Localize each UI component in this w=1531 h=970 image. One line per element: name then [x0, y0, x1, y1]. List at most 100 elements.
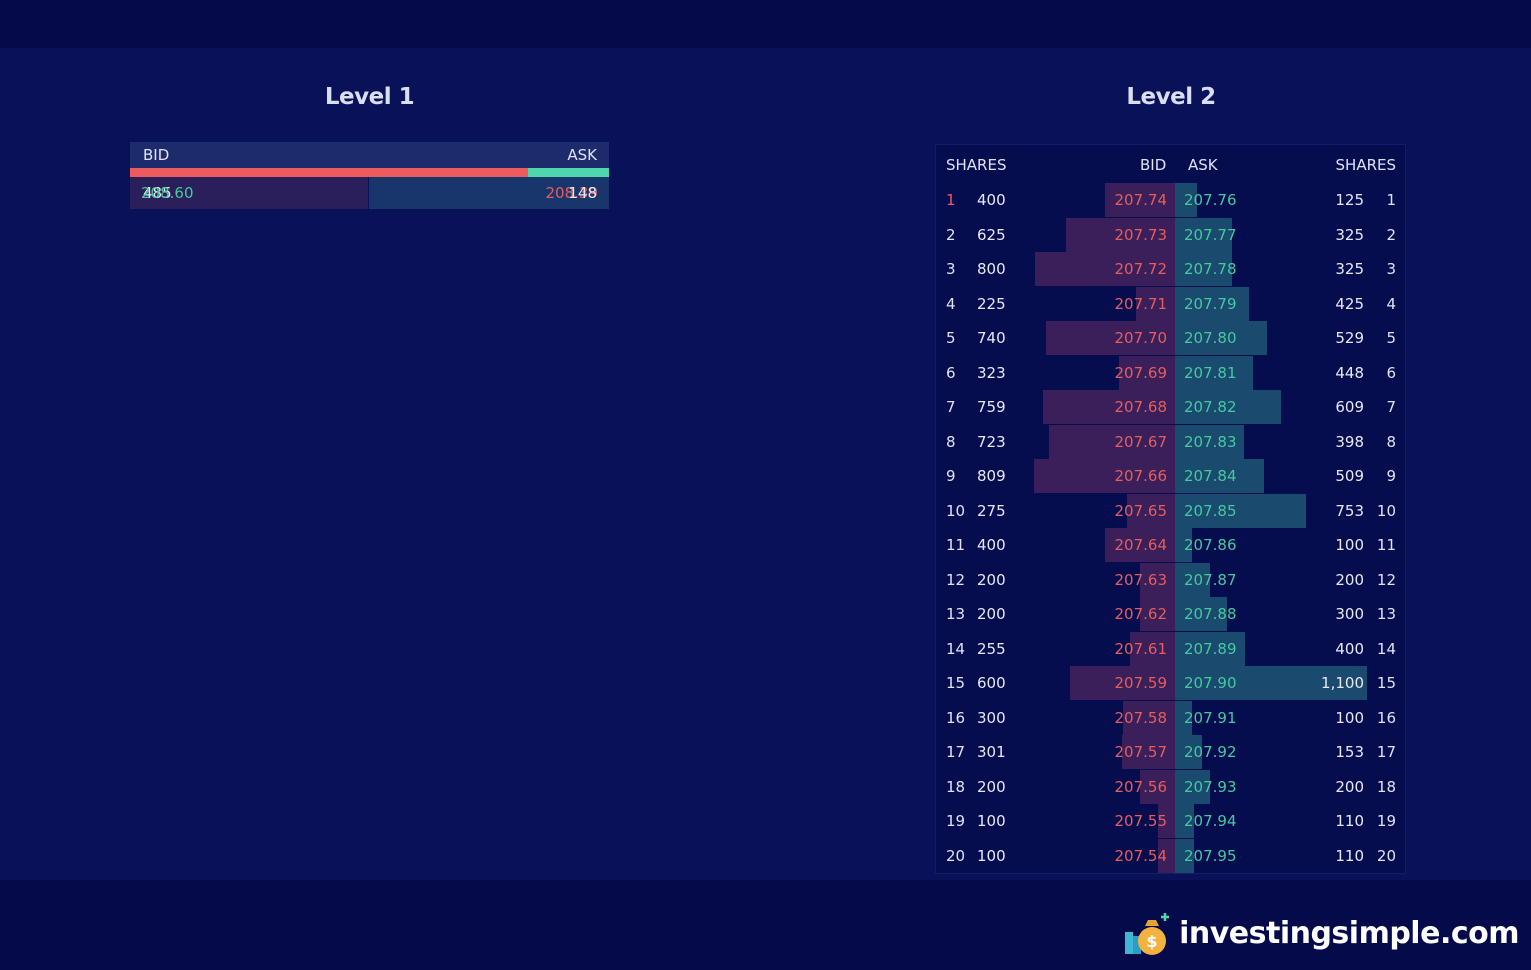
ask-price: 207.91: [1184, 708, 1237, 727]
bid-price: 207.55: [1114, 812, 1168, 830]
ask-depth-bar: [1175, 666, 1367, 700]
bid-size: 301: [977, 743, 1006, 761]
bid-depth-bar: [1105, 183, 1175, 217]
level1-ask-label: ASK: [567, 146, 597, 164]
ask-depth-bar: [1175, 390, 1281, 424]
ask-depth-bar: [1175, 424, 1244, 459]
ask-size: 398: [1335, 432, 1364, 451]
bid-depth-bar: [1158, 804, 1175, 838]
order-book-row: 16 300 207.58 207.91 100 16: [936, 700, 1405, 735]
bid-price: 207.58: [1114, 708, 1168, 727]
bid-size: 600: [977, 674, 1006, 692]
bid-depth-bar: [1127, 493, 1175, 528]
ask-level: 15: [1376, 674, 1396, 692]
level2-ask-shares-header: SHARES: [1335, 156, 1396, 174]
order-book-row: 3 800 207.72 207.78 325 3: [936, 252, 1405, 286]
ask-size: 153: [1335, 743, 1364, 761]
level1-ask-cell: [369, 177, 609, 209]
ask-price: 207.82: [1184, 398, 1237, 416]
bid-price: 207.67: [1114, 432, 1168, 451]
ask-depth-bar: [1175, 355, 1253, 390]
ask-level: 11: [1376, 536, 1396, 554]
bid-level: 11: [946, 536, 966, 554]
ask-level: 1: [1386, 191, 1396, 209]
bid-level: 13: [946, 605, 966, 623]
bid-size: 275: [977, 501, 1006, 520]
level1-bid-cell: [130, 177, 368, 209]
bid-price: 207.71: [1114, 294, 1168, 313]
ask-depth-bar: [1175, 735, 1202, 769]
ask-size: 200: [1335, 570, 1364, 589]
bid-depth-bar: [1049, 424, 1175, 459]
order-book-row: 20 100 207.54 207.95 110 20: [936, 838, 1405, 873]
order-book-row: 14 255 207.61 207.89 400 14: [936, 631, 1405, 666]
bid-size: 809: [977, 467, 1006, 485]
ask-size: 200: [1335, 777, 1364, 796]
ask-price: 207.84: [1184, 467, 1237, 485]
bid-level: 20: [946, 846, 966, 865]
ask-price: 207.81: [1184, 363, 1237, 382]
order-book-row: 6 323 207.69 207.81 448 6: [936, 355, 1405, 390]
ask-level: 13: [1376, 605, 1396, 623]
ask-size: 425: [1335, 294, 1364, 313]
ask-size: 300: [1335, 605, 1364, 623]
order-book-row: 19 100 207.55 207.94 110 19: [936, 804, 1405, 838]
ask-size: 125: [1335, 191, 1364, 209]
level1-bid-size: 485: [143, 184, 172, 202]
ask-size: 529: [1335, 329, 1364, 347]
order-book-row: 4 225 207.71 207.79 425 4: [936, 286, 1405, 321]
bid-size: 300: [977, 708, 1006, 727]
bid-size: 200: [977, 777, 1006, 796]
ask-level: 16: [1376, 708, 1396, 727]
bid-depth-bar: [1066, 217, 1175, 252]
logo-text: investingsimple.com: [1179, 915, 1519, 951]
bid-size: 255: [977, 639, 1006, 658]
bid-price: 207.63: [1114, 570, 1168, 589]
bid-price: 207.72: [1114, 260, 1168, 278]
brand-logo: $ investingsimple.com: [1123, 910, 1519, 956]
bid-level: 17: [946, 743, 966, 761]
ask-level: 17: [1376, 743, 1396, 761]
ask-level: 5: [1386, 329, 1396, 347]
ask-depth-bar: [1175, 804, 1194, 838]
bid-price: 207.66: [1114, 467, 1168, 485]
bid-depth-bar: [1119, 355, 1175, 390]
bid-depth-bar: [1140, 562, 1175, 597]
bid-depth-bar: [1130, 631, 1175, 666]
bid-size: 759: [977, 398, 1006, 416]
bid-price: 207.73: [1114, 225, 1168, 244]
ask-price: 207.83: [1184, 432, 1237, 451]
ask-size: 1,100: [1321, 674, 1364, 692]
ask-price: 207.90: [1184, 674, 1237, 692]
ask-level: 18: [1376, 777, 1396, 796]
bid-size: 625: [977, 225, 1006, 244]
ask-price: 207.86: [1184, 536, 1237, 554]
bid-level: 3: [946, 260, 956, 278]
bid-size: 100: [977, 812, 1006, 830]
level1-bid-price: 208.39: [545, 184, 599, 202]
bid-level: 12: [946, 570, 966, 589]
level1-ask-price: 208.60: [141, 184, 194, 202]
bid-depth-bar: [1035, 252, 1175, 286]
bid-level: 14: [946, 639, 966, 658]
level2-ask-header: ASK: [1188, 156, 1218, 174]
ask-size: 325: [1335, 260, 1364, 278]
bid-level: 2: [946, 225, 956, 244]
bid-price: 207.68: [1114, 398, 1168, 416]
bid-size: 100: [977, 846, 1006, 865]
bid-depth-bar: [1105, 528, 1175, 562]
ask-depth-bar: [1175, 838, 1194, 873]
ask-depth-bar: [1175, 528, 1192, 562]
ask-level: 14: [1376, 639, 1396, 658]
bid-price: 207.64: [1114, 536, 1168, 554]
bid-size: 200: [977, 570, 1006, 589]
bid-level: 15: [946, 674, 966, 692]
ask-price: 207.80: [1184, 329, 1237, 347]
level1-bid-ratio: [130, 168, 528, 177]
ask-price: 207.95: [1184, 846, 1237, 865]
order-book-row: 9 809 207.66 207.84 509 9: [936, 459, 1405, 493]
ask-price: 207.87: [1184, 570, 1237, 589]
ask-depth-bar: [1175, 562, 1210, 597]
svg-text:$: $: [1147, 932, 1158, 951]
bid-size: 723: [977, 432, 1006, 451]
